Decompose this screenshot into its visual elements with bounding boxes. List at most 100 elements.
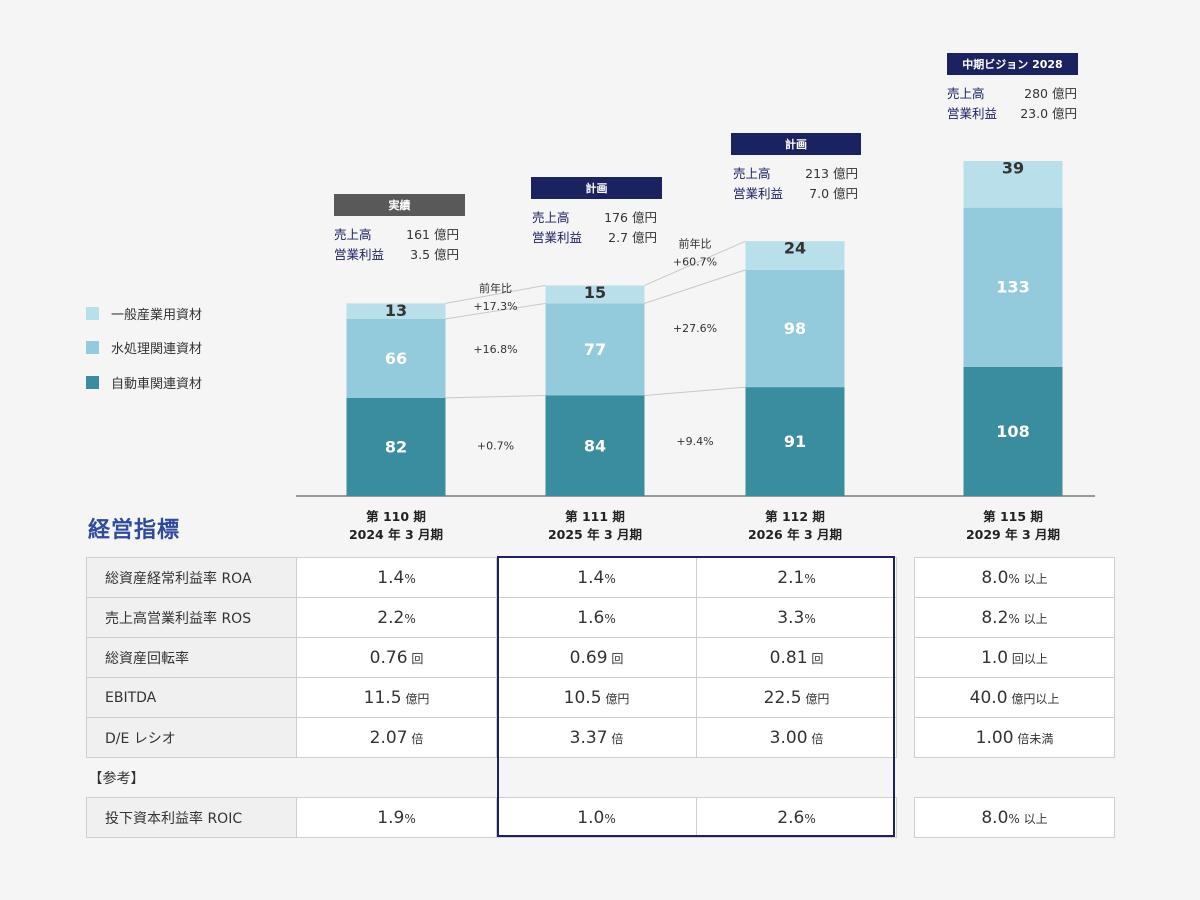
connector-line (445, 284, 546, 304)
kpi-table: 総資産経常利益率 ROA 1.4% 1.4% 2.1% 売上高営業利益率 ROS 2.2%… (86, 557, 897, 838)
bar-value-label: 24 (784, 239, 806, 258)
period-label: 第 111 期 2025 年 3 月期 (547, 509, 643, 542)
kpi-row: D/E レシオ 2.07 倍 3.37 倍 3.00 倍 (86, 717, 897, 758)
kpi-label: 総資産回転率 (86, 637, 297, 678)
kpi-value: 1.6% (496, 597, 697, 638)
kpi-label: 投下資本利益率 ROIC (86, 797, 297, 838)
connector-line (644, 269, 746, 304)
kpi-row: 総資産回転率 0.76 回 0.69 回 0.81 回 (86, 637, 897, 678)
kpi-value: 0.69 回 (496, 637, 697, 678)
legend-swatch (86, 341, 99, 354)
bar-value-label: 98 (784, 319, 806, 338)
kpi-value: 2.07 倍 (296, 717, 497, 758)
period-label: 第 110 期 2024 年 3 月期 (348, 509, 444, 542)
connector-line (644, 386, 746, 396)
connector-line (644, 240, 746, 286)
stacked-bar-chart: 82 66 13 84 77 15 91 98 24 108 133 39 +0.7% +16.8% 前年比… (296, 159, 1095, 497)
bar-segment (346, 303, 446, 319)
growth-label: +16.8% (473, 343, 517, 356)
bar-segment (745, 387, 845, 496)
kpi-value: 1.4% (496, 557, 697, 598)
period-label: 第 112 期 2026 年 3 月期 (747, 509, 843, 542)
bar-value-label: 15 (584, 283, 606, 302)
kpi-row: 総資産経常利益率 ROA 1.4% 1.4% 2.1% (86, 557, 897, 598)
growth-label: +17.3% (473, 300, 517, 313)
bar-segment (963, 207, 1063, 367)
sales-summary: 売上高 161 億円 営業利益 3.5 億円 (334, 225, 459, 265)
growth-label: 前年比 (679, 237, 712, 251)
kpi-value: 0.76 回 (296, 637, 497, 678)
bar-value-label: 84 (584, 436, 606, 455)
kpi-value: 11.5 億円 (296, 677, 497, 718)
op-label: 営業利益 (947, 106, 998, 121)
legend-label: 一般産業用資材 (111, 308, 203, 323)
growth-label: +0.7% (477, 439, 514, 452)
bar-value-label: 77 (584, 340, 606, 359)
legend-item: 水処理関連資材 (86, 338, 202, 357)
sales-value: 213 億円 (805, 166, 858, 181)
bar-value-label: 13 (385, 301, 407, 320)
sales-label: 売上高 (334, 227, 372, 242)
kpi-table-target: 8.0% 以上 8.2% 以上 1.0 回以上 40.0 億円以上 1.00 倍未満 8.… (914, 557, 1115, 838)
kpi-value: 8.0% 以上 (914, 797, 1115, 838)
status-tag: 計画 (731, 133, 861, 155)
sales-label: 売上高 (532, 210, 570, 225)
kpi-value: 1.0 回以上 (914, 637, 1115, 678)
kpi-value: 1.0% (496, 797, 697, 838)
bar-segment (963, 366, 1063, 496)
sales-summary: 売上高 280 億円 営業利益 23.0 億円 (947, 84, 1077, 124)
kpi-value: 8.2% 以上 (914, 597, 1115, 638)
sales-label: 売上高 (733, 166, 771, 181)
sales-summary: 売上高 213 億円営業利益 7.0 億円 (733, 164, 858, 204)
bar-value-label: 39 (1002, 159, 1024, 178)
op-value: 7.0 億円 (809, 186, 858, 201)
bar-value-label: 133 (996, 278, 1029, 297)
kpi-value: 2.1% (696, 557, 897, 598)
bar-segment (745, 269, 845, 388)
bar-segment (545, 395, 645, 496)
op-value: 2.7 億円 (608, 230, 657, 245)
sales-label: 売上高 (947, 86, 985, 101)
connector-line (445, 395, 546, 399)
bar-value-label: 91 (784, 432, 806, 451)
bar-segment (545, 303, 645, 396)
kpi-value: 40.0 億円以上 (914, 677, 1115, 718)
sales-value: 280 億円 (1024, 86, 1077, 101)
kpi-label: EBITDA (86, 677, 297, 718)
kpi-value: 1.9% (296, 797, 497, 838)
bar-segment (745, 241, 845, 270)
kpi-row: 投下資本利益率 ROIC 1.9% 1.0% 2.6% (86, 797, 897, 838)
bar-value-label: 66 (385, 349, 407, 368)
kpi-value: 1.00 倍未満 (914, 717, 1115, 758)
legend-label: 自動車関連資材 (111, 377, 203, 392)
legend-swatch (86, 307, 99, 320)
growth-label: +60.7% (673, 256, 717, 269)
kpi-value: 2.2% (296, 597, 497, 638)
legend-item: 一般産業用資材 (86, 304, 202, 323)
op-label: 営業利益 (334, 247, 385, 262)
kpi-value: 8.0% 以上 (914, 557, 1115, 598)
growth-label: +27.6% (673, 322, 717, 335)
kpi-value: 22.5 億円 (696, 677, 897, 718)
period-label: 第 115 期 2029 年 3 月期 (965, 509, 1061, 542)
status-tag: 計画 (531, 177, 662, 199)
connector-line (445, 302, 546, 320)
status-tag: 中期ビジョン 2028 (947, 53, 1078, 75)
legend-swatch (86, 376, 99, 389)
legend-label: 水処理関連資材 (111, 342, 203, 357)
kpi-value: 3.37 倍 (496, 717, 697, 758)
note-label: 【参考】 (88, 770, 145, 787)
kpi-row: EBITDA 11.5 億円 10.5 億円 22.5 億円 (86, 677, 897, 718)
bar-segment (346, 397, 446, 496)
growth-label: 前年比 (479, 281, 512, 295)
op-label: 営業利益 (733, 186, 784, 201)
growth-label: +9.4% (676, 435, 713, 448)
bar-segment (346, 318, 446, 398)
bar-value-label: 108 (996, 422, 1029, 441)
op-value: 3.5 億円 (410, 247, 459, 262)
status-tag: 実績 (334, 194, 465, 216)
bar-segment (545, 285, 645, 304)
kpi-row: 売上高営業利益率 ROS 2.2% 1.6% 3.3% (86, 597, 897, 638)
section-title: 経営指標 (88, 518, 181, 543)
kpi-value: 2.6% (696, 797, 897, 838)
